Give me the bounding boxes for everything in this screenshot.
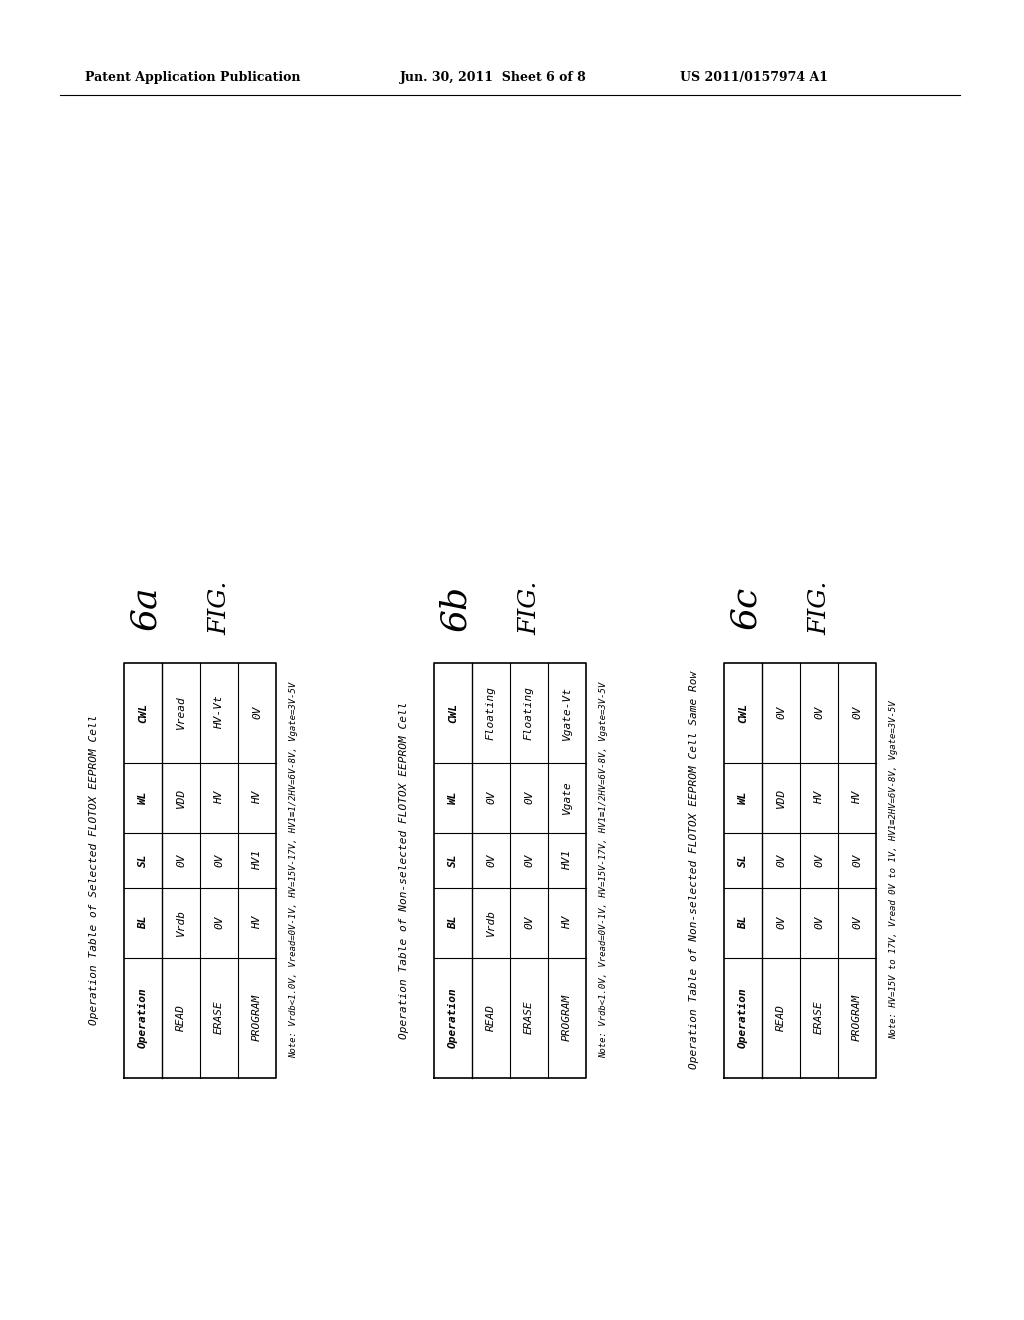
Text: 6c: 6c xyxy=(728,586,762,630)
Text: 0V: 0V xyxy=(776,916,786,929)
Text: PROGRAM: PROGRAM xyxy=(562,994,572,1041)
Text: HV: HV xyxy=(214,791,224,804)
Text: 0V: 0V xyxy=(814,706,824,719)
Text: HV-Vt: HV-Vt xyxy=(214,696,224,730)
Text: 0V: 0V xyxy=(852,853,862,867)
Text: Floating: Floating xyxy=(524,685,534,739)
Text: Vgate: Vgate xyxy=(562,780,572,814)
Text: SL: SL xyxy=(449,853,458,867)
Text: 0V: 0V xyxy=(524,916,534,929)
Text: FIG.: FIG. xyxy=(209,581,231,635)
Text: SL: SL xyxy=(738,853,748,867)
Text: 0V: 0V xyxy=(524,791,534,804)
Text: 0V: 0V xyxy=(852,916,862,929)
Text: 6b: 6b xyxy=(438,585,472,631)
Text: READ: READ xyxy=(176,1005,186,1031)
Text: PROGRAM: PROGRAM xyxy=(852,994,862,1041)
Text: Patent Application Publication: Patent Application Publication xyxy=(85,71,300,84)
Text: 0V: 0V xyxy=(486,853,496,867)
Text: FIG.: FIG. xyxy=(518,581,542,635)
Text: Vgate-Vt: Vgate-Vt xyxy=(562,685,572,739)
Text: HV: HV xyxy=(252,916,262,929)
Text: 0V: 0V xyxy=(852,706,862,719)
Text: Operation: Operation xyxy=(738,987,748,1048)
Text: Operation Table of Non-selected FLOTOX EEPROM Cell Same Row: Operation Table of Non-selected FLOTOX E… xyxy=(689,671,699,1069)
Text: BL: BL xyxy=(738,916,748,929)
Text: HV: HV xyxy=(814,791,824,804)
Text: HV: HV xyxy=(562,916,572,929)
Text: Vread: Vread xyxy=(176,696,186,730)
Text: WL: WL xyxy=(449,791,458,804)
Text: CWL: CWL xyxy=(738,702,748,722)
Text: Vrdb: Vrdb xyxy=(486,909,496,936)
Text: VDD: VDD xyxy=(776,787,786,808)
Text: WL: WL xyxy=(738,791,748,804)
Text: 0V: 0V xyxy=(814,916,824,929)
Text: 0V: 0V xyxy=(176,853,186,867)
Text: 0V: 0V xyxy=(814,853,824,867)
Text: 0V: 0V xyxy=(776,853,786,867)
Text: HV1: HV1 xyxy=(562,850,572,870)
Text: HV: HV xyxy=(252,791,262,804)
Text: PROGRAM: PROGRAM xyxy=(252,994,262,1041)
Text: BL: BL xyxy=(449,916,458,929)
Text: READ: READ xyxy=(486,1005,496,1031)
Text: HV: HV xyxy=(852,791,862,804)
Text: CWL: CWL xyxy=(449,702,458,722)
Text: 0V: 0V xyxy=(486,791,496,804)
Text: 0V: 0V xyxy=(524,853,534,867)
Text: Floating: Floating xyxy=(486,685,496,739)
Text: 0V: 0V xyxy=(776,706,786,719)
Text: SL: SL xyxy=(138,853,148,867)
Text: 6a: 6a xyxy=(128,585,162,630)
Text: ERASE: ERASE xyxy=(214,1001,224,1035)
Text: WL: WL xyxy=(138,791,148,804)
Text: 0V: 0V xyxy=(214,916,224,929)
Text: READ: READ xyxy=(776,1005,786,1031)
Text: Operation: Operation xyxy=(138,987,148,1048)
Text: 0V: 0V xyxy=(214,853,224,867)
Text: Operation Table of Selected FLOTOX EEPROM Cell: Operation Table of Selected FLOTOX EEPRO… xyxy=(89,714,99,1026)
Text: Vrdb: Vrdb xyxy=(176,909,186,936)
Text: CWL: CWL xyxy=(138,702,148,722)
Text: Note: Vrdb<1.0V, Vread=0V-1V, HV=15V-17V, HV1≡1/2HV=6V-8V, Vgate=3V-5V: Note: Vrdb<1.0V, Vread=0V-1V, HV=15V-17V… xyxy=(599,682,608,1059)
Text: ERASE: ERASE xyxy=(814,1001,824,1035)
Text: US 2011/0157974 A1: US 2011/0157974 A1 xyxy=(680,71,828,84)
Text: Note: HV=15V to 17V, Vread 0V to 1V, HV1≡2HV=6V-8V, Vgate=3V-5V: Note: HV=15V to 17V, Vread 0V to 1V, HV1… xyxy=(890,701,898,1039)
Text: Operation: Operation xyxy=(447,987,458,1048)
Text: Jun. 30, 2011  Sheet 6 of 8: Jun. 30, 2011 Sheet 6 of 8 xyxy=(400,71,587,84)
Text: 0V: 0V xyxy=(252,706,262,719)
Text: HV1: HV1 xyxy=(252,850,262,870)
Text: Note: Vrdb<1.0V, Vread=0V-1V, HV=15V-17V, HV1≡1/2HV=6V-8V, Vgate=3V-5V: Note: Vrdb<1.0V, Vread=0V-1V, HV=15V-17V… xyxy=(290,682,299,1059)
Text: BL: BL xyxy=(138,916,148,929)
Text: VDD: VDD xyxy=(176,787,186,808)
Text: ERASE: ERASE xyxy=(524,1001,534,1035)
Text: FIG.: FIG. xyxy=(809,581,831,635)
Text: Operation Table of Non-selected FLOTOX EEPROM Cell: Operation Table of Non-selected FLOTOX E… xyxy=(399,701,409,1039)
